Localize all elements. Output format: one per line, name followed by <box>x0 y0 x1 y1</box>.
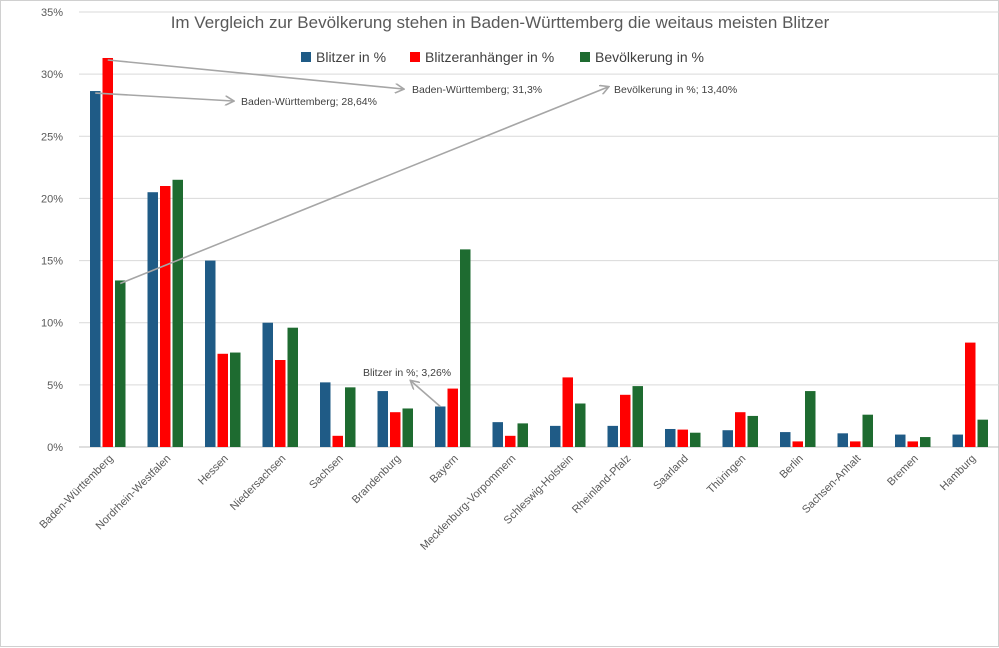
bar <box>390 412 401 447</box>
bar <box>747 415 758 447</box>
bar <box>677 429 688 447</box>
bar <box>862 414 873 447</box>
bar <box>632 386 643 447</box>
bar <box>690 432 701 447</box>
bar <box>920 437 931 447</box>
bar <box>805 391 816 447</box>
bar <box>505 435 516 447</box>
x-tick-label: Hamburg <box>938 453 978 493</box>
y-tick-label: 20% <box>41 193 63 205</box>
y-axis-ticks: 0% 5% 10% 15% 20% 25% 30% 35% <box>41 7 63 454</box>
x-tick-label: Bayern <box>428 453 461 486</box>
bar <box>320 382 331 447</box>
bar <box>447 388 458 447</box>
bar <box>895 434 906 447</box>
x-tick-label: Mecklenburg-Vorpommern <box>418 453 518 553</box>
x-tick-label: Niedersachsen <box>228 453 288 513</box>
bar <box>620 394 631 447</box>
bar <box>377 391 388 447</box>
bar <box>460 249 471 447</box>
legend-label: Blitzer in % <box>316 49 386 65</box>
y-tick-label: 0% <box>47 442 63 454</box>
bar <box>160 186 171 447</box>
bar <box>562 377 573 447</box>
bar <box>230 352 241 447</box>
chart-title: Im Vergleich zur Bevölkerung stehen in B… <box>171 13 830 32</box>
annotation-leader <box>411 381 441 408</box>
x-tick-label: Saarland <box>651 453 691 493</box>
legend-label: Blitzeranhänger in % <box>425 49 554 65</box>
bar <box>287 327 298 447</box>
bar <box>780 432 791 447</box>
bar <box>977 419 988 447</box>
bar <box>665 428 676 447</box>
bar <box>492 422 503 447</box>
bar <box>722 430 733 447</box>
bar <box>172 179 183 448</box>
bar <box>850 441 861 447</box>
bar <box>102 57 113 447</box>
bars <box>90 57 988 448</box>
bar <box>607 425 618 447</box>
x-tick-label: Hessen <box>196 453 231 488</box>
y-tick-label: 10% <box>41 318 63 330</box>
annotation-leader <box>107 59 403 89</box>
x-tick-label: Berlin <box>777 453 805 481</box>
bar <box>575 403 586 447</box>
bar <box>550 425 561 447</box>
bar <box>332 435 343 447</box>
legend-swatch <box>410 52 420 62</box>
data-annotations: Baden-Württemberg; 28,64% Baden-Württembe… <box>95 59 737 408</box>
x-tick-label: Bremen <box>885 453 921 489</box>
bar <box>217 353 228 447</box>
y-tick-label: 15% <box>41 256 63 268</box>
bar <box>435 406 446 447</box>
x-tick-label: Brandenburg <box>350 453 403 506</box>
legend-swatch <box>301 52 311 62</box>
bar <box>735 412 746 447</box>
bar <box>275 360 286 447</box>
annotation-label: Baden-Württemberg; 28,64% <box>241 96 377 108</box>
bar <box>402 408 413 447</box>
y-tick-label: 25% <box>41 131 63 143</box>
legend-label: Bevölkerung in % <box>595 49 704 65</box>
bar <box>907 441 918 447</box>
bar <box>345 387 356 447</box>
annotation-leader <box>119 87 608 285</box>
x-tick-label: Sachsen-Anhalt <box>800 453 863 516</box>
bar <box>115 280 126 447</box>
bar <box>792 441 803 447</box>
bar <box>837 433 848 447</box>
x-tick-label: Thüringen <box>705 453 749 497</box>
bar <box>262 322 273 447</box>
annotation-label: Bevölkerung in %; 13,40% <box>614 84 737 96</box>
bar <box>517 423 528 447</box>
bar <box>90 91 101 447</box>
bar <box>147 192 158 447</box>
x-tick-label: Rheinland-Pfalz <box>570 453 633 516</box>
y-tick-label: 30% <box>41 69 63 81</box>
annotation-label: Baden-Württemberg; 31,3% <box>412 84 542 96</box>
x-tick-label: Sachsen <box>307 453 346 492</box>
y-tick-label: 5% <box>47 380 63 392</box>
annotation-label: Blitzer in %; 3,26% <box>363 367 451 379</box>
bar <box>952 434 963 447</box>
legend: Blitzer in % Blitzeranhänger in % Bevölker… <box>301 49 704 65</box>
bar <box>965 342 976 447</box>
bar <box>205 260 216 447</box>
annotation-leader <box>95 92 233 101</box>
legend-swatch <box>580 52 590 62</box>
y-tick-label: 35% <box>41 7 63 19</box>
gridlines <box>79 11 999 448</box>
